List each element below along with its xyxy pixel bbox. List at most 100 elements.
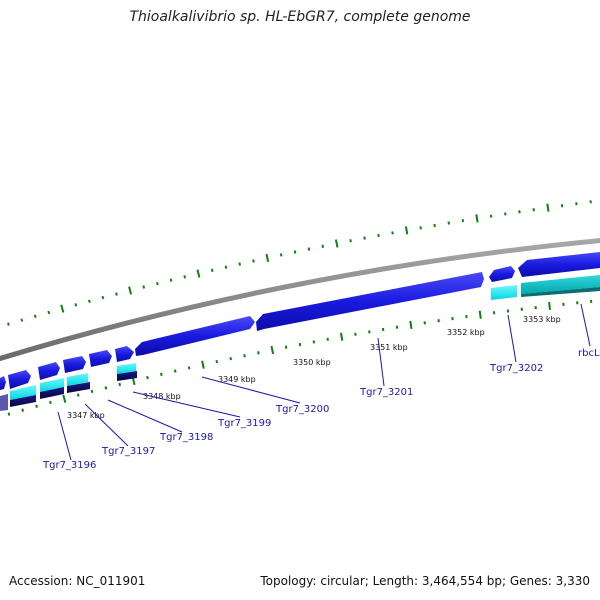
minor-tick (183, 275, 187, 279)
minor-tick (363, 236, 366, 240)
rna-feature[interactable] (0, 394, 8, 411)
minor-tick (321, 244, 325, 248)
kbp-label: 3352 kbp (447, 328, 485, 337)
gene-label[interactable]: rbcL (578, 348, 600, 359)
leader-line (201, 376, 301, 404)
accession-text: Accession: NC_011901 (9, 574, 146, 588)
topology-text: Topology: circular; Length: 3,464,554 bp… (260, 574, 590, 588)
minor-tick (518, 210, 521, 214)
minor-tick (312, 340, 316, 344)
minor-tick (368, 330, 371, 334)
minor-tick (447, 221, 450, 225)
leader-line (107, 399, 183, 433)
cds-arrow[interactable] (135, 316, 255, 356)
minor-tick (423, 321, 426, 325)
rna-feature[interactable] (491, 285, 517, 300)
kbp-label: 3348 kbp (143, 392, 181, 401)
minor-tick (381, 327, 385, 332)
minor-tick (391, 231, 394, 235)
inner-dotted-ring (7, 299, 593, 416)
major-tick (201, 360, 205, 369)
gene-label[interactable]: Tgr7_3197 (101, 446, 155, 457)
minor-tick (224, 265, 228, 269)
cds-arrow[interactable] (63, 356, 86, 373)
minor-tick (101, 295, 105, 300)
leader-line (84, 403, 129, 447)
kbp-label: 3350 kbp (293, 358, 331, 367)
cds-arrow[interactable] (38, 362, 60, 380)
rna-feature[interactable] (117, 363, 136, 374)
leader-line (57, 411, 72, 461)
major-tick (60, 304, 65, 313)
minor-tick (74, 303, 78, 307)
rna-feature[interactable] (67, 373, 88, 386)
cds-arrow[interactable] (489, 266, 515, 282)
minor-tick (293, 250, 297, 254)
major-tick (546, 203, 550, 212)
leader-line (377, 337, 385, 387)
outer-dotted-ring (7, 200, 592, 326)
gene-label[interactable]: Tgr7_3196 (42, 460, 96, 471)
reverse-feature[interactable] (10, 395, 36, 407)
genome-backbone (0, 237, 600, 362)
gene-label[interactable]: Tgr7_3199 (217, 418, 271, 429)
minor-tick (146, 375, 149, 380)
minor-tick (115, 292, 118, 296)
minor-tick (169, 278, 173, 282)
major-tick (339, 332, 344, 341)
gene-label-leaders (57, 303, 591, 461)
leader-line (580, 303, 591, 347)
reverse-feature[interactable] (521, 287, 600, 297)
gene-label[interactable]: Tgr7_3201 (359, 387, 413, 398)
minor-tick (88, 299, 91, 303)
minor-tick (377, 233, 380, 238)
minor-tick (142, 285, 146, 289)
minor-tick (395, 325, 399, 329)
minor-tick (76, 393, 80, 397)
minor-tick (49, 400, 52, 405)
cds-arrow[interactable] (115, 346, 134, 362)
minor-tick (437, 319, 440, 323)
major-tick (334, 239, 339, 248)
cds-arrow[interactable] (518, 252, 600, 277)
reverse-feature[interactable] (40, 387, 64, 399)
minor-tick (326, 337, 329, 341)
cds-arrow[interactable] (256, 272, 484, 331)
minor-tick (35, 404, 38, 408)
kbp-label: 3347 kbp (67, 411, 105, 420)
major-tick (475, 214, 479, 223)
reverse-strand-features (0, 275, 600, 411)
minor-tick (33, 314, 37, 318)
major-tick (270, 345, 275, 355)
minor-tick (210, 268, 214, 273)
minor-tick (7, 412, 11, 416)
cds-arrow[interactable] (8, 370, 31, 389)
minor-tick (279, 253, 283, 257)
minor-tick (118, 382, 122, 387)
gene-label[interactable]: Tgr7_3200 (275, 404, 329, 415)
major-tick (548, 301, 551, 311)
rna-feature[interactable] (521, 275, 600, 294)
rna-feature[interactable] (40, 378, 64, 392)
minor-tick (156, 281, 159, 286)
forward-strand-features (0, 252, 600, 390)
gene-labels: Tgr7_3196 Tgr7_3197 Tgr7_3198 Tgr7_3199 … (42, 348, 600, 471)
major-tick (128, 286, 133, 295)
gene-label[interactable]: Tgr7_3202 (489, 363, 543, 374)
minor-tick (47, 310, 51, 315)
reverse-feature[interactable] (117, 371, 137, 381)
minor-tick (349, 239, 352, 243)
reverse-feature[interactable] (67, 382, 90, 393)
cds-arrow[interactable] (0, 376, 6, 390)
kbp-label: 3349 kbp (218, 375, 256, 384)
minor-tick (104, 386, 108, 390)
gene-label[interactable]: Tgr7_3198 (159, 432, 213, 443)
minor-tick (307, 247, 311, 251)
major-tick (409, 320, 413, 330)
minor-tick (90, 389, 94, 394)
cds-arrow[interactable] (89, 350, 112, 367)
minor-tick (461, 219, 465, 223)
minor-tick (215, 359, 219, 364)
